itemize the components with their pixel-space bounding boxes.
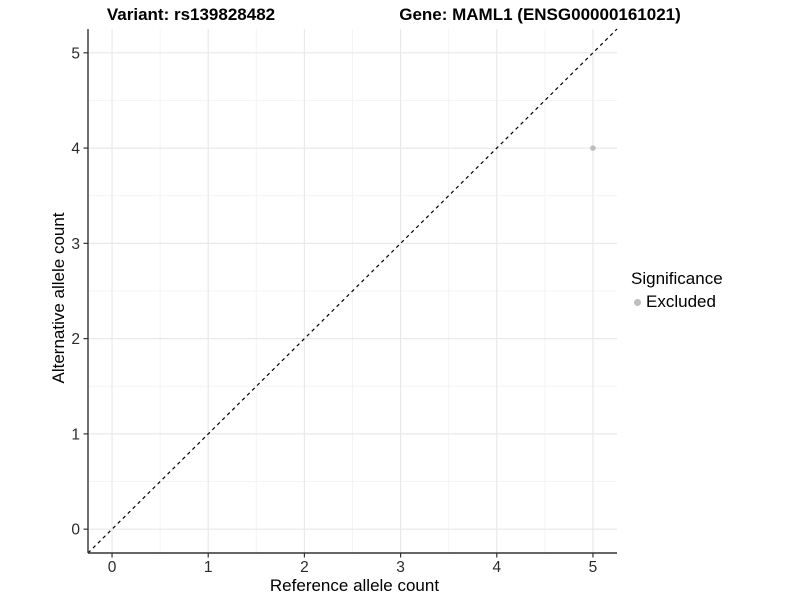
y-tick-label: 2 [71, 331, 80, 348]
legend-entry-label: Excluded [646, 292, 716, 311]
x-tick-label: 1 [204, 559, 213, 576]
legend: Significance Excluded [631, 269, 723, 312]
y-tick-label: 3 [71, 236, 80, 253]
identity-line [87, 28, 618, 554]
x-tick-label: 4 [492, 559, 501, 576]
legend-entry-excluded: Excluded [631, 292, 723, 312]
y-tick-label: 0 [71, 522, 80, 539]
legend-point-icon [634, 298, 641, 306]
x-tick-label: 5 [589, 559, 598, 576]
data-point [590, 145, 596, 151]
y-tick-label: 4 [71, 141, 80, 158]
x-tick-label: 0 [108, 559, 117, 576]
legend-title: Significance [631, 269, 723, 288]
y-axis-title: Alternative allele count [49, 212, 68, 383]
x-tick-label: 2 [300, 559, 309, 576]
plot-title-gene: Gene: MAML1 (ENSG00000161021) [399, 5, 681, 24]
x-tick-label: 3 [396, 559, 405, 576]
plot-title-variant: Variant: rs139828482 [106, 5, 276, 24]
y-tick-label: 5 [71, 45, 80, 62]
x-axis-title: Reference allele count [270, 576, 439, 595]
y-tick-label: 1 [71, 426, 80, 443]
